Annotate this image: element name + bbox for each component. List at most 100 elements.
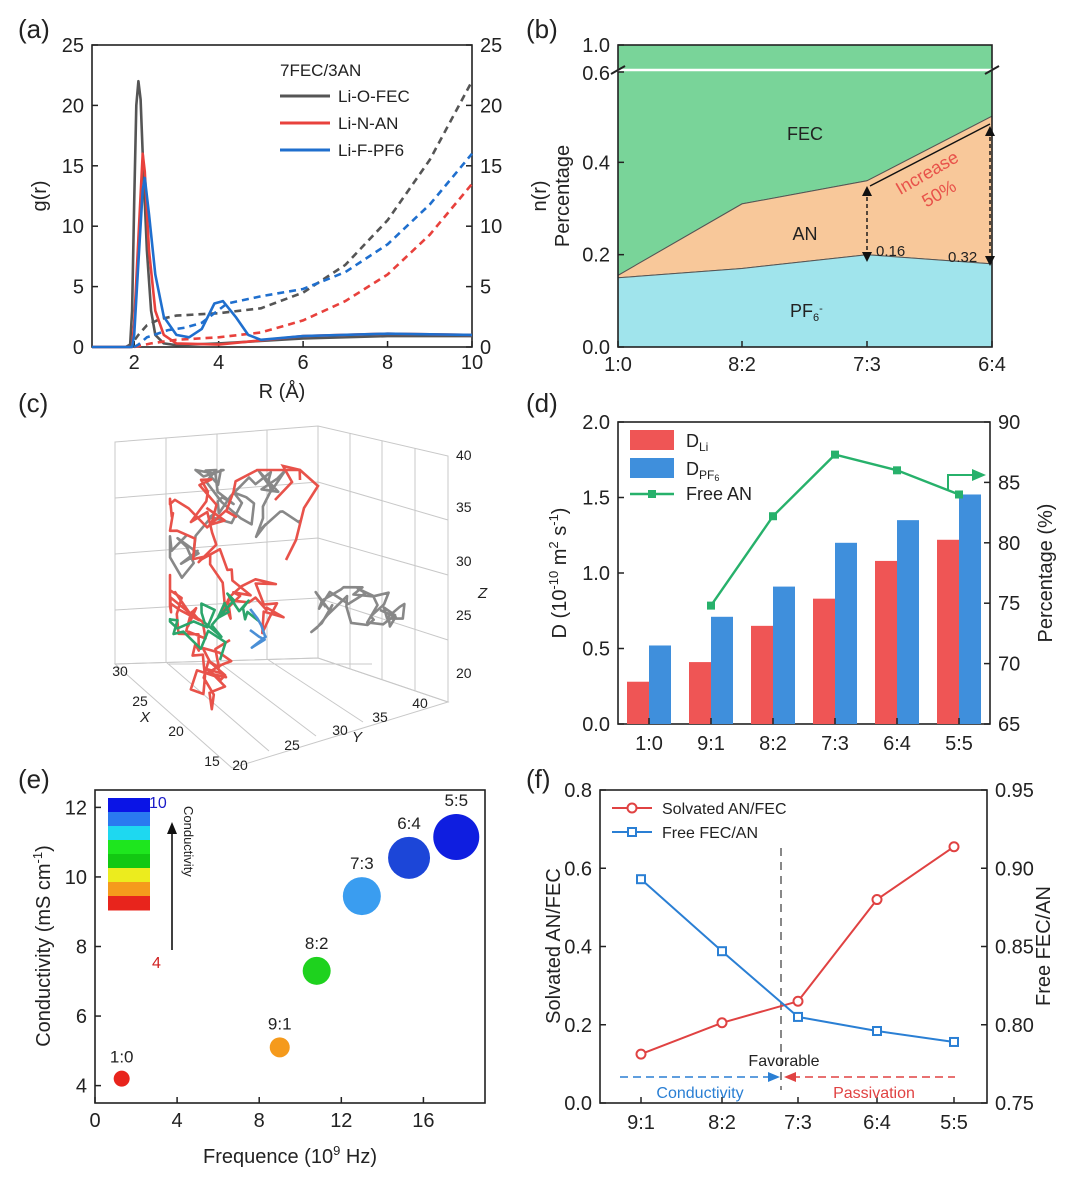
y-tick-label-f: 0.8: [564, 780, 592, 802]
bar-dpf6-1: [711, 616, 733, 724]
area-label-pf6-sup: -: [819, 303, 823, 315]
y-tick-label-a: 15: [62, 156, 84, 178]
colorbar-min-label: 4: [152, 955, 161, 972]
annotation-conductivity: Conductivity: [656, 1085, 743, 1102]
x-tick-label-a: 4: [213, 352, 224, 374]
box-gridlines: [114, 430, 449, 752]
x-tick-label-b: 6:4: [978, 354, 1006, 376]
axes-b: 0.0 0.2 0.4 0.6 1.0 1:0 8:2 7:3 6:4: [582, 35, 1006, 376]
bar-dli-5: [937, 539, 959, 724]
y-tick-label-b: 0.6: [582, 63, 610, 85]
y2-tick-label-d: 75: [998, 593, 1020, 615]
y2-tick-label-f: 0.90: [995, 858, 1034, 880]
y-tick-label-f: 0.6: [564, 858, 592, 880]
x-tick-label-e: 0: [89, 1110, 100, 1132]
y2-tick-label-d: 65: [998, 714, 1020, 736]
area-label-pf6-main: PF: [790, 301, 813, 321]
y2-tick-label-f: 0.80: [995, 1015, 1034, 1037]
x-axis-title-a: R (Å): [259, 380, 306, 403]
y-tick-label-f: 0.4: [564, 937, 592, 959]
y-tick-label-b: 0.4: [582, 152, 610, 174]
bar-dli-4: [875, 560, 897, 724]
area-label-fec: FEC: [787, 124, 823, 144]
x-tick-label-f: 7:3: [784, 1112, 812, 1134]
trajectory-3: [310, 585, 406, 634]
z-tick-label-c: 20: [456, 665, 472, 681]
x-tick-label-d: 9:1: [697, 733, 725, 755]
bar-dli-1: [689, 662, 711, 724]
annotation-favorable: Favorable: [748, 1053, 819, 1070]
x-tick-label-b: 1:0: [604, 354, 632, 376]
y2-tick-label-a: 5: [480, 277, 491, 299]
panel-label-c: (c): [18, 388, 48, 418]
legend-label-dpf6: DPF6: [686, 459, 719, 483]
colorbar-segment-4: [108, 854, 150, 869]
free-an-line: [707, 450, 963, 610]
right-axis-indicator-arrowhead: [972, 469, 986, 481]
point-label-0: 1:0: [110, 1048, 134, 1067]
y-tick-label-f: 0.2: [564, 1015, 592, 1037]
y-tick-label-d: 0.5: [582, 639, 610, 661]
legend-label-dli: DLi: [686, 431, 708, 454]
points-e: 1:0 9:1 8:2 7:3 6:4 5:5: [110, 791, 480, 1087]
box-back-walls: [114, 425, 449, 703]
x-tick-label-e: 4: [172, 1110, 183, 1132]
annotation-0-32: 0.32: [948, 249, 977, 266]
area-label-pf6: PF6-: [790, 301, 823, 324]
x-tick-label-e: 8: [254, 1110, 265, 1132]
x-tick-label-a: 6: [298, 352, 309, 374]
bars-d: [627, 494, 981, 724]
y-tick-label-e: 6: [76, 1006, 87, 1028]
nr-line-li-o-fec: [125, 80, 474, 349]
y-tick-label-d: 2.0: [582, 412, 610, 434]
area-label-an: AN: [792, 224, 817, 244]
trajectory-2: [168, 573, 233, 711]
y-tick-label-a: 5: [73, 277, 84, 299]
point-label-1: 9:1: [268, 1014, 292, 1033]
colorbar-segment-5: [108, 868, 150, 883]
y2-tick-label-a: 15: [480, 156, 502, 178]
trajectory-5: [249, 608, 267, 649]
x-tick-label-a: 2: [129, 352, 140, 374]
y-axis-title-b: Percentage: [552, 145, 574, 247]
y-tick-label-b: 0.2: [582, 245, 610, 267]
areas-b: [617, 44, 993, 348]
x-axis-title-e: Frequence (109 Hz): [203, 1143, 377, 1168]
free-an-point-0: [707, 601, 715, 610]
plot-frame-e: [94, 789, 486, 1104]
y-axis-title-d-exp: -10: [546, 571, 561, 590]
x-tick-label-e: 16: [412, 1110, 434, 1132]
y2-tick-label-f: 0.95: [995, 780, 1034, 802]
legend-label-dpf6-sub6: 6: [714, 473, 719, 483]
y2-axis-title-a: n(r): [529, 180, 551, 211]
free-point-2: [793, 1011, 803, 1022]
point-label-5: 5:5: [444, 791, 468, 810]
panel-label-f: (f): [526, 764, 551, 794]
area-label-pf6-sub: 6: [813, 312, 819, 324]
colorbar-segment-0: [108, 798, 150, 813]
axes-d: 1:0 9:1 8:2 7:3 6:4 5:5 0.0 0.5 1.0 1.5 2.0 65 70 75 8…: [582, 412, 1020, 755]
x-tick-label-f: 8:2: [708, 1112, 736, 1134]
increase-guide-line: [869, 123, 991, 187]
panel-label-e: (e): [18, 764, 50, 794]
y2-tick-label-d: 85: [998, 472, 1020, 494]
y-tick-label-e: 12: [65, 797, 87, 819]
panel-b: (b) 0.0 0.2 0.4 0.6 1.0 1:0 8:2 7:3 6:4 Percenta…: [526, 14, 1006, 376]
y-tick-label-c: 40: [412, 695, 428, 711]
legend-title-a: 7FEC/3AN: [280, 61, 361, 80]
colorbar-e: [108, 798, 150, 911]
legend-d: DLi DPF6 Free AN: [630, 430, 752, 504]
trajectories-c: [168, 464, 406, 711]
y2-tick-label-a: 10: [480, 216, 502, 238]
axis-title-y: Y: [352, 729, 363, 746]
colorbar-segment-6: [108, 882, 150, 897]
y-tick-label-c: 25: [284, 737, 300, 753]
colorbar-arrowhead: [167, 822, 177, 834]
series-f: [635, 841, 960, 1060]
y-tick-label-a: 0: [73, 337, 84, 359]
legend-a: 7FEC/3AN Li-O-FEC Li-N-AN Li-F-PF6: [280, 61, 410, 160]
x-tick-label-b: 8:2: [728, 354, 756, 376]
bar-dpf6-3: [835, 542, 857, 724]
